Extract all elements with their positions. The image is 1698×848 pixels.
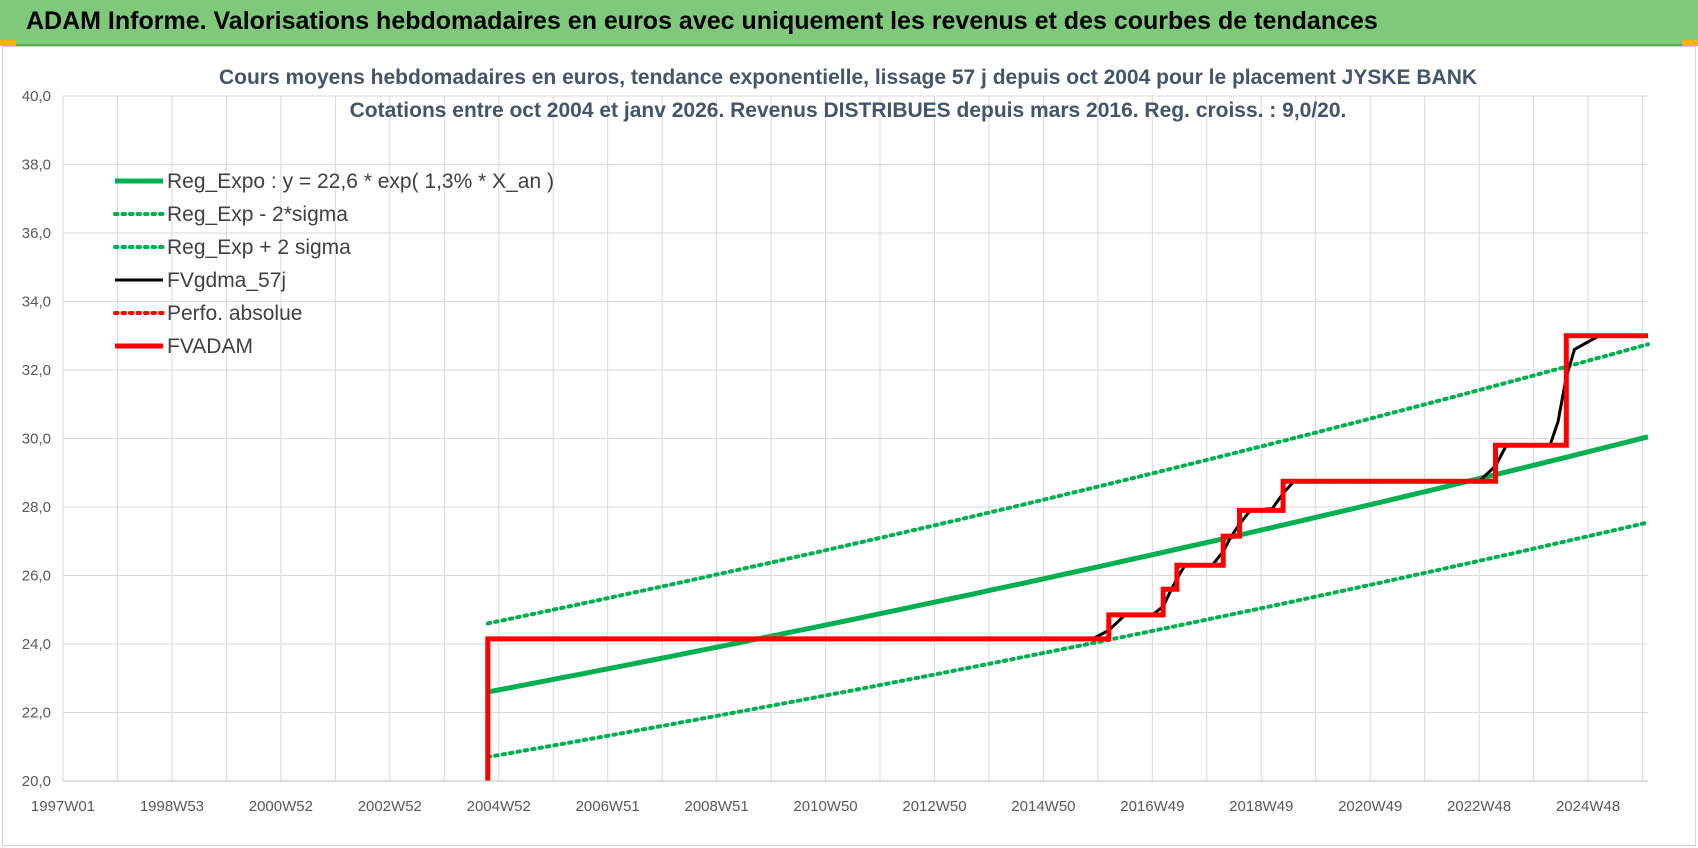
chart-series xyxy=(485,333,1650,781)
y-tick-label: 34,0 xyxy=(22,294,51,311)
y-tick-label: 38,0 xyxy=(22,157,51,174)
x-tick-label: 2020W49 xyxy=(1338,798,1402,815)
series-line-reg-exp xyxy=(485,342,1650,626)
chart-title-line-1: Cours moyens hebdomadaires en euros, ten… xyxy=(219,66,1477,89)
x-tick-label: 2010W50 xyxy=(793,798,857,815)
x-tick-label: 2012W50 xyxy=(902,798,966,815)
report-banner: ADAM Informe. Valorisations hebdomadaire… xyxy=(0,0,1698,46)
x-tick-label: 2000W52 xyxy=(249,798,313,815)
x-tick-label: 2002W52 xyxy=(358,798,422,815)
chart-legend: Reg_Expo : y = 22,6 * exp( 1,3% * X_an )… xyxy=(113,170,554,358)
y-tick-label: 20,0 xyxy=(22,773,51,790)
chart-frame: 20,0 22,0 24,0 26,0 28,0 30,0 32,0 34,0 36,0 38,0… xyxy=(2,46,1696,846)
y-tick-label: 36,0 xyxy=(22,225,51,242)
chart: 20,0 22,0 24,0 26,0 28,0 30,0 32,0 34,0 36,0 38,0… xyxy=(22,66,1650,815)
y-tick-label: 24,0 xyxy=(22,636,51,653)
y-tick-label: 28,0 xyxy=(22,499,51,516)
banner-corner-right xyxy=(1682,40,1698,46)
banner-corner-left xyxy=(0,40,16,46)
report-title: ADAM Informe. Valorisations hebdomadaire… xyxy=(26,7,1378,35)
y-tick-label: 40,0 xyxy=(22,88,51,105)
y-tick-label: 30,0 xyxy=(22,431,51,448)
series-line-reg-expo xyxy=(487,434,1649,695)
legend-label: Perfo. absolue xyxy=(167,302,302,325)
legend-label: Reg_Exp - 2*sigma xyxy=(167,203,348,226)
y-tick-label: 22,0 xyxy=(22,705,51,722)
x-tick-label: 2008W51 xyxy=(684,798,748,815)
chart-axes: 20,0 22,0 24,0 26,0 28,0 30,0 32,0 34,0 36,0 38,0… xyxy=(22,88,1648,815)
y-tick-label: 32,0 xyxy=(22,362,51,379)
x-tick-label: 2022W48 xyxy=(1447,798,1511,815)
legend-label: Reg_Exp + 2 sigma xyxy=(167,236,351,259)
x-tick-label: 2014W50 xyxy=(1011,798,1075,815)
legend-label: FVADAM xyxy=(167,335,253,358)
chart-title-line-2: Cotations entre oct 2004 et janv 2026. R… xyxy=(350,99,1347,122)
x-tick-label: 2004W52 xyxy=(467,798,531,815)
x-tick-label: 1997W01 xyxy=(31,798,95,815)
y-tick-label: 26,0 xyxy=(22,568,51,585)
x-tick-label: 2024W48 xyxy=(1556,798,1620,815)
x-tick-label: 1998W53 xyxy=(140,798,204,815)
series-line-fvadam xyxy=(485,333,1648,781)
legend-label: FVgdma_57j xyxy=(167,269,286,292)
legend-label: Reg_Expo : y = 22,6 * exp( 1,3% * X_an ) xyxy=(167,170,554,193)
x-tick-label: 2016W49 xyxy=(1120,798,1184,815)
chart-grid xyxy=(62,95,1648,782)
x-tick-label: 2018W49 xyxy=(1229,798,1293,815)
x-tick-label: 2006W51 xyxy=(576,798,640,815)
series-line-reg-exp xyxy=(485,520,1650,759)
